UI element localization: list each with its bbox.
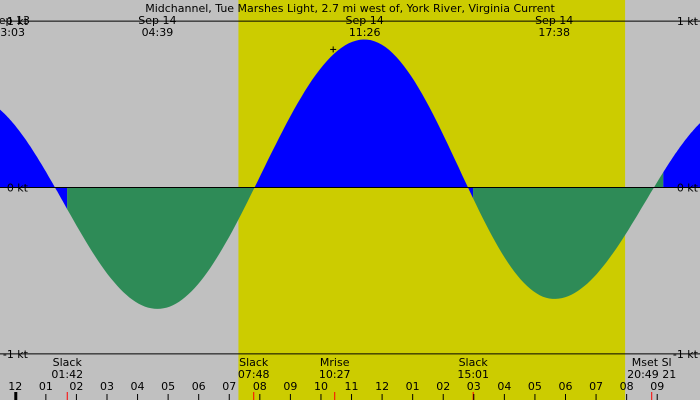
x-tick-label: 02 xyxy=(436,380,450,393)
x-tick-label: 10 xyxy=(314,380,328,393)
x-tick-label: 06 xyxy=(192,380,206,393)
midnight-marker xyxy=(14,392,18,400)
extreme-time-label: 04:39 xyxy=(142,26,174,39)
extreme-date-label: Sep 14 xyxy=(138,14,176,27)
x-tick-label: 03 xyxy=(100,380,114,393)
chart-title: Midchannel, Tue Marshes Light, 2.7 mi we… xyxy=(145,2,555,15)
y-tick-label: -1 kt xyxy=(3,348,29,361)
event-time-label: 20:49 21 xyxy=(627,368,676,381)
y-tick-label: 0 kt xyxy=(677,182,699,195)
y-tick-label: -1 kt xyxy=(673,348,699,361)
extreme-time-label: 11:26 xyxy=(349,26,381,39)
y-tick-label: 0 kt xyxy=(7,182,29,195)
extreme-date-label: Sep 14 xyxy=(346,14,384,27)
event-time-label: 10:27 xyxy=(319,368,351,381)
x-tick-label: 08 xyxy=(253,380,267,393)
x-tick-label: 03 xyxy=(467,380,481,393)
x-tick-label: 09 xyxy=(283,380,297,393)
x-tick-label: 12 xyxy=(8,380,22,393)
extreme-date-label: Sep 13 xyxy=(0,14,30,27)
x-tick-label: 07 xyxy=(222,380,236,393)
x-tick-label: 01 xyxy=(406,380,420,393)
x-tick-label: 04 xyxy=(131,380,145,393)
x-tick-label: 02 xyxy=(69,380,83,393)
event-time-label: 15:01 xyxy=(457,368,489,381)
x-tick-label: 01 xyxy=(39,380,53,393)
flood-area xyxy=(0,109,68,210)
y-tick-label: 1 kt xyxy=(677,15,699,28)
ebb-area xyxy=(67,187,254,309)
x-tick-label: 05 xyxy=(528,380,542,393)
x-tick-label: 04 xyxy=(497,380,511,393)
event-time-label: 07:48 xyxy=(238,368,270,381)
x-tick-label: 06 xyxy=(559,380,573,393)
flood-area xyxy=(663,123,700,188)
ebb-area xyxy=(473,172,664,299)
event-name-label: Slack xyxy=(239,356,269,369)
event-name-label: Slack xyxy=(459,356,489,369)
x-tick-label: 08 xyxy=(620,380,634,393)
extreme-date-label: Sep 14 xyxy=(535,14,573,27)
event-name-label: Mrise xyxy=(320,356,350,369)
extreme-time-label: 17:38 xyxy=(538,26,570,39)
x-tick-label: 12 xyxy=(375,380,389,393)
x-tick-label: 11 xyxy=(345,380,359,393)
y-tick-label: 1 kt xyxy=(7,15,29,28)
event-name-label: Slack xyxy=(53,356,83,369)
extreme-time-label: 23:03 xyxy=(0,26,25,39)
event-name-label: Mset Sl xyxy=(632,356,672,369)
flood-area xyxy=(253,39,474,199)
x-tick-label: 09 xyxy=(650,380,664,393)
x-tick-label: 05 xyxy=(161,380,175,393)
x-tick-label: 07 xyxy=(589,380,603,393)
event-time-label: 01:42 xyxy=(51,368,83,381)
